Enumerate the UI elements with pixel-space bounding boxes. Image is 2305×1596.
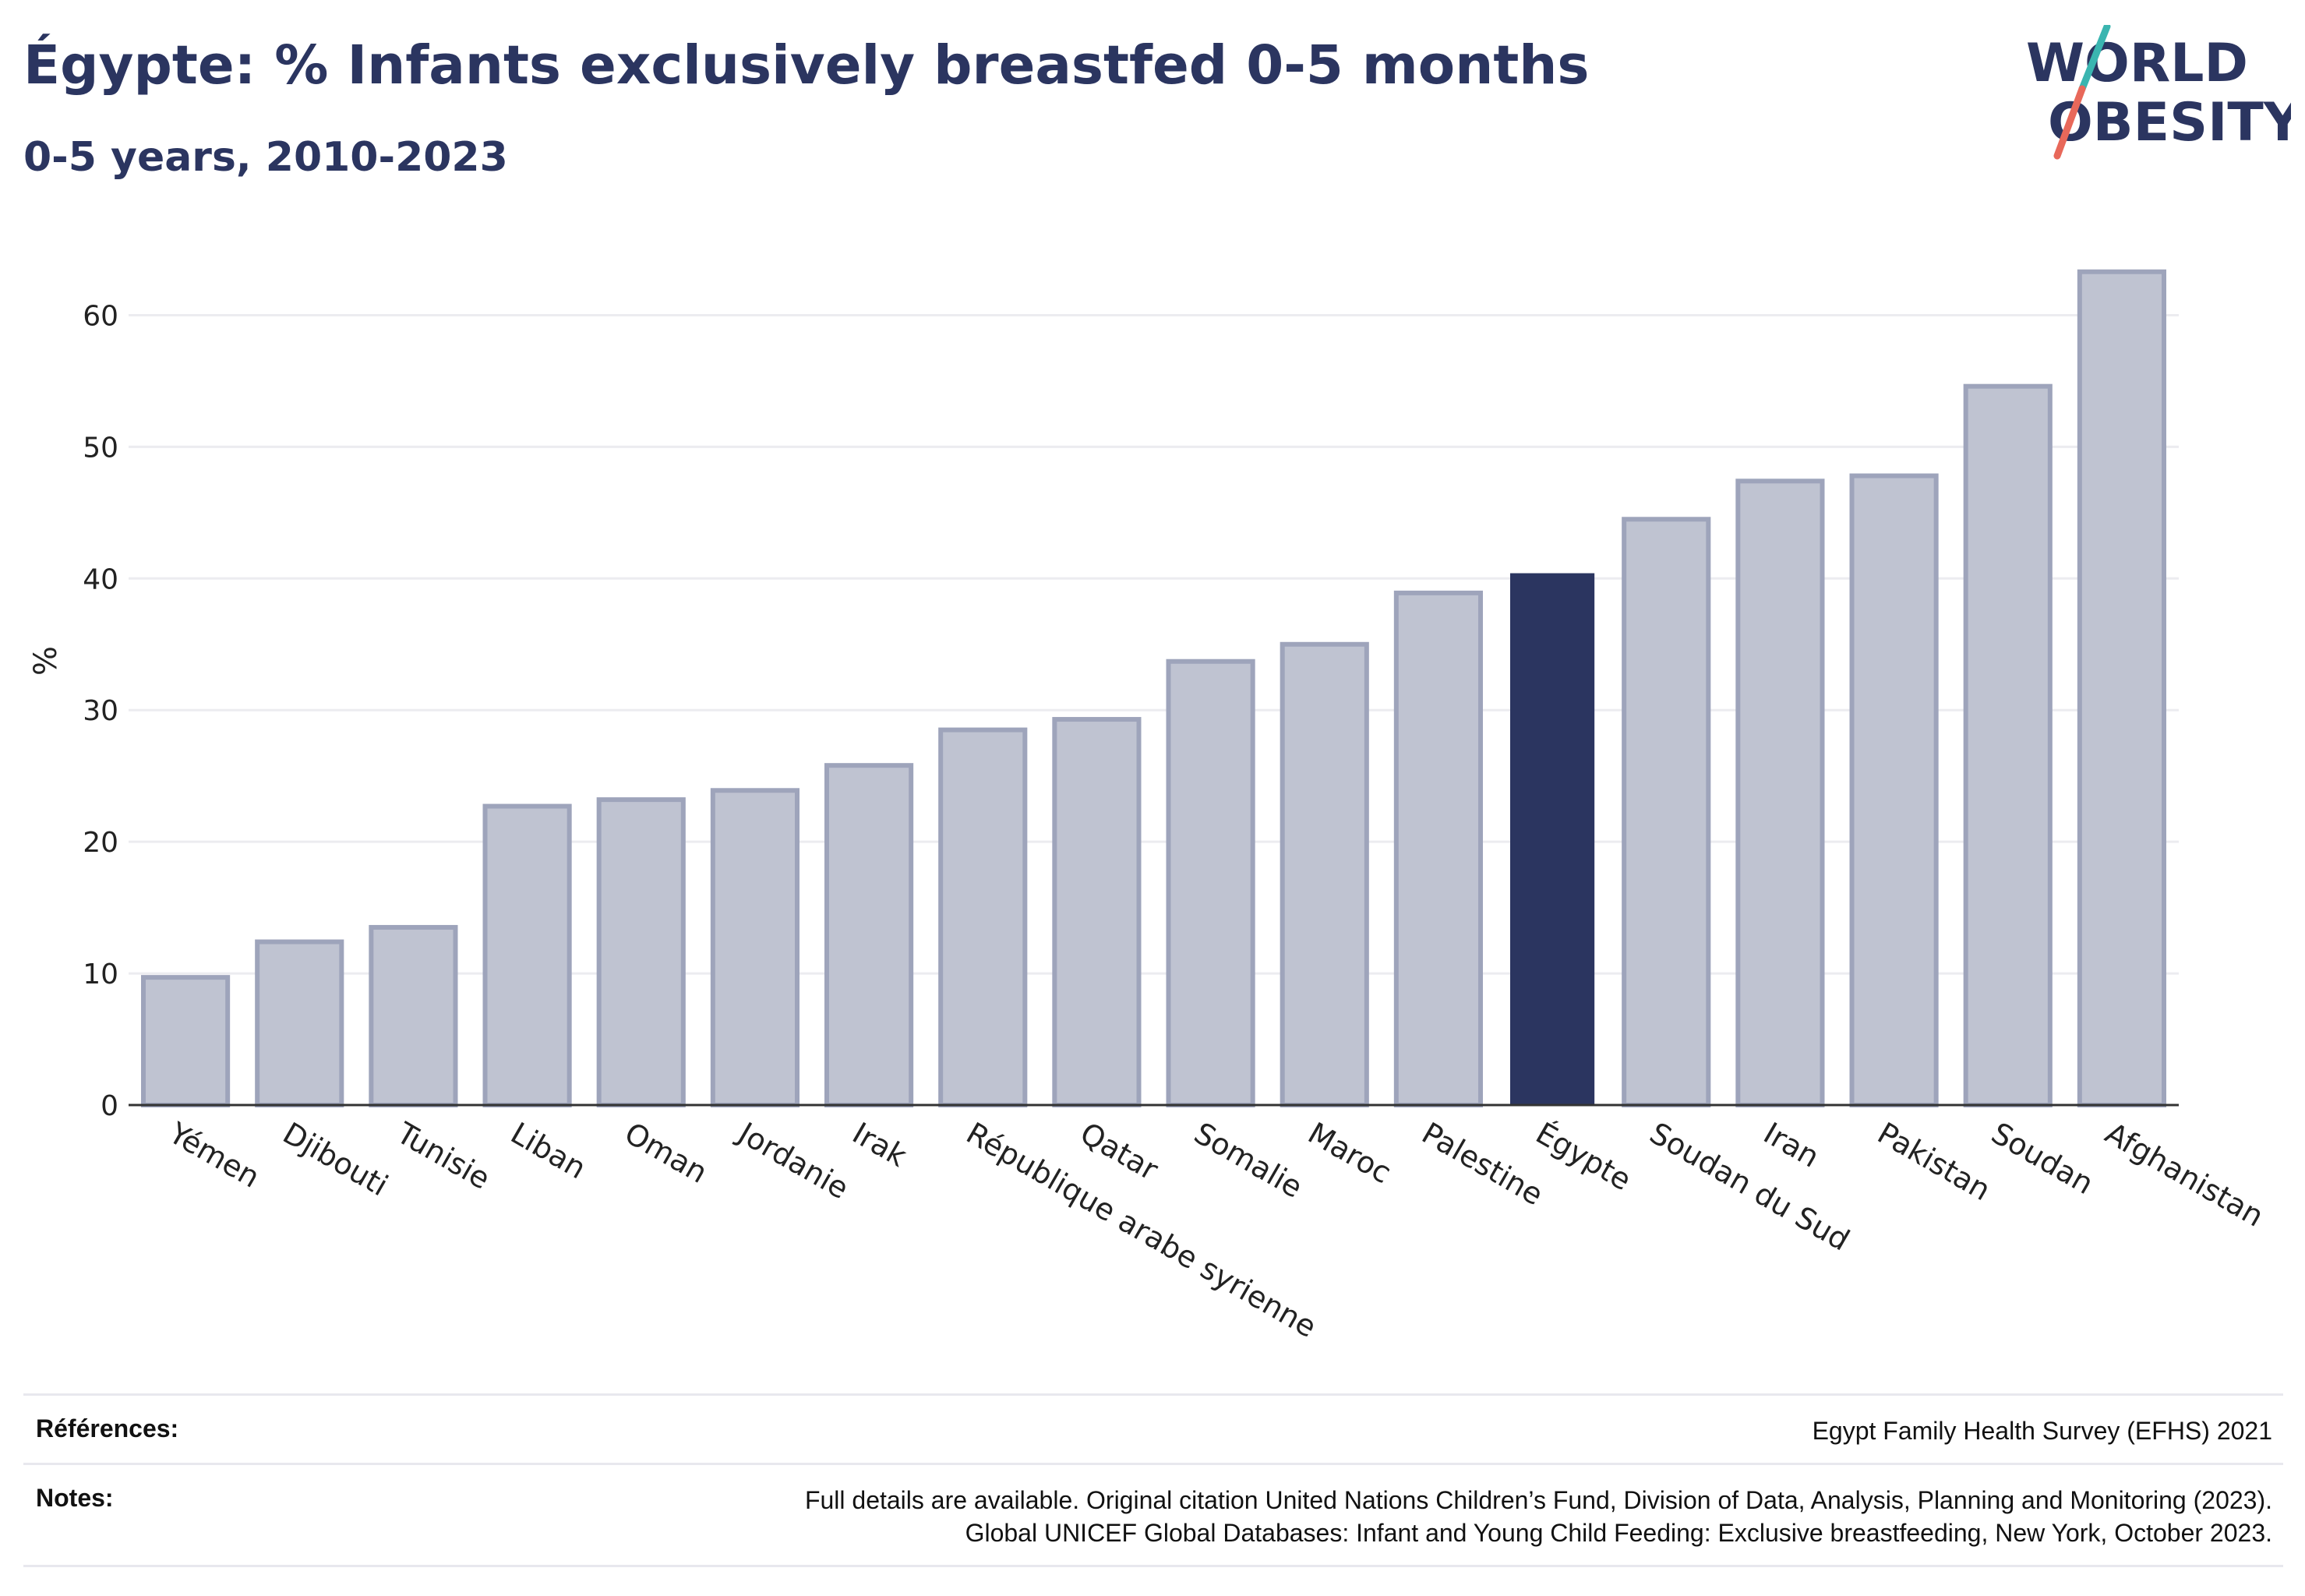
bar-jordanie — [710, 788, 800, 1108]
bar-liban — [482, 803, 572, 1107]
x-tick-label: Soudan du Sud — [1644, 1116, 1855, 1258]
x-tick-label: Maroc — [1302, 1116, 1397, 1191]
notes-line-2: Global UNICEF Global Databases: Infant a… — [965, 1519, 2272, 1547]
bar-soudan — [1963, 383, 2053, 1107]
bars — [141, 269, 2166, 1108]
bar-palestine — [1393, 590, 1483, 1107]
y-tick-label: 20 — [83, 827, 118, 859]
references-value: Egypt Family Health Survey (EFHS) 2021 — [1812, 1417, 2272, 1445]
logo-line1: WORLD — [2026, 33, 2248, 94]
footer: Références: Egypt Family Health Survey (… — [23, 1393, 2283, 1567]
y-tick-label: 30 — [83, 695, 118, 727]
x-tick-label: Djibouti — [277, 1116, 394, 1203]
y-tick-label: 40 — [83, 563, 118, 595]
x-tick-label: Afghanistan — [2099, 1116, 2269, 1234]
bar-irak — [824, 763, 914, 1107]
y-tick-label: 0 — [101, 1090, 118, 1122]
grid-lines — [129, 313, 2179, 975]
x-tick-label: Yémen — [163, 1115, 266, 1195]
x-tick-label: Soudan — [1986, 1116, 2099, 1202]
bar-qatar — [1052, 717, 1142, 1107]
x-tick-label: Irak — [847, 1116, 912, 1174]
notes-value: Full details are available. Original cit… — [805, 1484, 2272, 1549]
x-tick-label: Liban — [505, 1116, 591, 1186]
logo-slash-bottom — [2053, 85, 2086, 160]
x-tick-label: Pakistan — [1872, 1116, 1996, 1208]
bar-pakistan — [1849, 473, 1939, 1107]
y-axis-label: % — [28, 646, 64, 676]
x-tick-label: Iran — [1758, 1116, 1825, 1174]
y-axis-ticks: 0 10 20 30 40 50 60 — [83, 300, 118, 1122]
x-tick-label: Palestine — [1416, 1116, 1548, 1213]
notes-label: Notes: — [36, 1484, 114, 1512]
bar-soudan-du-sud — [1622, 517, 1711, 1107]
notes-row: Notes: Full details are available. Origi… — [23, 1463, 2283, 1567]
bar-oman — [596, 797, 686, 1108]
bar-iran — [1735, 478, 1825, 1107]
y-tick-label: 60 — [83, 300, 118, 332]
bar-djibouti — [255, 939, 344, 1108]
y-tick-label: 50 — [83, 432, 118, 464]
x-tick-label: Tunisie — [390, 1115, 496, 1196]
x-tick-label: Oman — [619, 1116, 713, 1190]
chart-title: Égypte: % Infants exclusively breastfed … — [23, 34, 1590, 97]
logo-line2: OBESITY — [2048, 92, 2291, 154]
notes-line-1: Full details are available. Original cit… — [804, 1486, 2272, 1514]
x-tick-label: Somalie — [1188, 1116, 1308, 1205]
y-tick-label: 10 — [83, 959, 118, 990]
chart-subtitle: 0-5 years, 2010-2023 — [23, 134, 508, 181]
bar-r-publique-arabe-syrienne — [938, 727, 1028, 1107]
bar--gypte — [1510, 573, 1595, 1105]
bar-maroc — [1280, 641, 1369, 1107]
bar-somalie — [1166, 659, 1255, 1107]
x-tick-label: Qatar — [1075, 1116, 1164, 1188]
logo-slash-top — [2078, 25, 2111, 93]
bar-afghanistan — [2077, 269, 2166, 1107]
references-row: Références: Egypt Family Health Survey (… — [23, 1393, 2283, 1463]
bar-y-men — [141, 975, 231, 1108]
references-label: Références: — [36, 1414, 179, 1442]
world-obesity-logo: WORLD OBESITY — [2026, 25, 2291, 160]
bar-tunisie — [369, 924, 458, 1108]
x-tick-label: Jordanie — [732, 1115, 855, 1206]
